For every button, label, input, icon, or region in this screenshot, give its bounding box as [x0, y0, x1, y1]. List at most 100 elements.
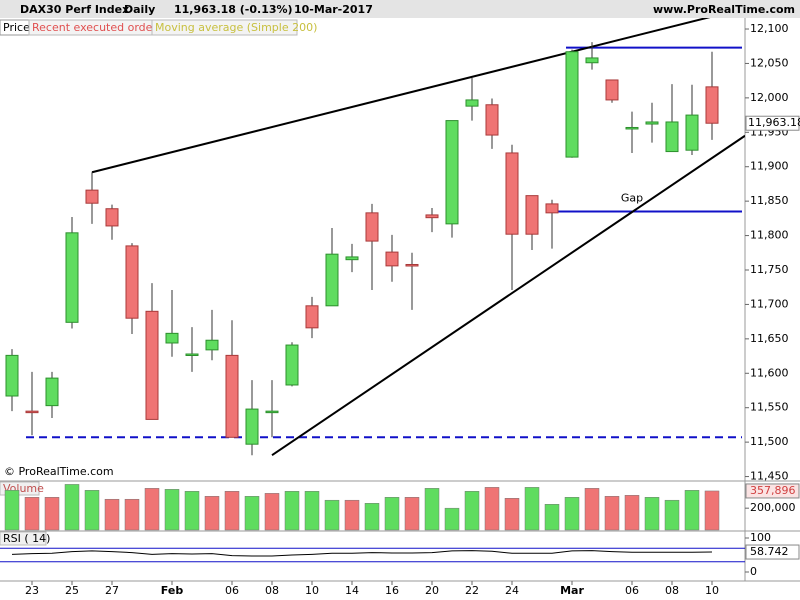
y-tick-label: 11,650	[750, 332, 789, 345]
candle-body	[265, 410, 279, 414]
x-tick-label: 14	[345, 584, 359, 597]
candle-body	[685, 114, 699, 151]
copyright: © ProRealTime.com	[4, 465, 114, 478]
candle-body	[245, 408, 259, 445]
x-tick-label: Feb	[161, 584, 184, 597]
volume-bar	[624, 495, 640, 531]
y-tick-label: 12,100	[750, 22, 789, 35]
candle-body	[185, 353, 199, 356]
candle-body	[505, 152, 519, 235]
volume-bar	[184, 491, 200, 531]
volume-bar	[644, 497, 660, 531]
candle-body	[385, 251, 399, 267]
candle-body	[25, 410, 39, 414]
volume-bar	[64, 484, 80, 531]
annotation: Gap	[621, 191, 643, 204]
candle-body	[305, 305, 319, 329]
volume-bar	[104, 498, 120, 531]
date: 10-Mar-2017	[294, 3, 373, 16]
value-tag	[745, 544, 800, 560]
volume-bar	[464, 491, 480, 531]
y-tick-label: 11,700	[750, 297, 789, 310]
volume-bar	[484, 487, 500, 531]
legend-price: Price	[3, 21, 30, 34]
x-tick-label: 20	[425, 584, 439, 597]
x-tick-label: 16	[385, 584, 399, 597]
x-tick-label: 06	[225, 584, 239, 597]
y-tick-label: 12,000	[750, 91, 789, 104]
x-tick-label: 08	[665, 584, 679, 597]
volume-bar	[224, 491, 240, 531]
volume-bar	[384, 497, 400, 531]
y-tick-label: 11,550	[750, 401, 789, 414]
x-tick-label: 25	[65, 584, 79, 597]
source: www.ProRealTime.com	[653, 3, 795, 16]
volume-bar	[44, 497, 60, 531]
volume-bar	[544, 504, 560, 531]
candle-body	[705, 86, 719, 124]
volume-bar	[324, 499, 340, 531]
volume-bar	[164, 489, 180, 531]
candle-body	[645, 121, 659, 125]
x-tick-label: 10	[305, 584, 319, 597]
x-tick-label: 06	[625, 584, 639, 597]
legend-ma: Moving average (Simple 200)	[155, 21, 317, 34]
candle-body	[465, 99, 479, 107]
volume-bar	[444, 507, 460, 531]
y-tick-label: 200,000	[750, 501, 796, 514]
x-tick-label: 23	[25, 584, 39, 597]
candle-body	[125, 245, 139, 319]
value-tag	[745, 115, 800, 131]
candle-body	[165, 332, 179, 344]
candle-body	[405, 263, 419, 267]
trend-line	[271, 134, 745, 457]
volume-bar	[84, 490, 100, 531]
candle-body	[145, 310, 159, 420]
value-tag-label: 357,896	[750, 484, 796, 497]
volume-bar	[144, 488, 160, 531]
rsi-line	[11, 550, 713, 557]
volume-bar	[24, 497, 40, 531]
y-tick-label: 11,850	[750, 194, 789, 207]
volume-bar	[304, 491, 320, 531]
x-tick-label: 27	[105, 584, 119, 597]
volume-bar	[524, 487, 540, 531]
volume-bar	[204, 496, 220, 531]
volume-bar	[704, 490, 720, 531]
x-tick-label: 22	[465, 584, 479, 597]
volume-bar	[364, 503, 380, 531]
candle-body	[345, 256, 359, 261]
volume-bar	[664, 499, 680, 531]
candle-body	[625, 126, 639, 130]
y-tick-label: 11,500	[750, 435, 789, 448]
candle-body	[45, 377, 59, 407]
value-tag	[745, 483, 800, 499]
volume-bar	[124, 498, 140, 531]
header-bar	[0, 0, 800, 18]
legend-box	[151, 19, 298, 36]
rsi-label: RSI ( 14)	[3, 532, 50, 545]
volume-bar	[424, 488, 440, 531]
value-tag-label: 11,963.18	[748, 116, 800, 129]
interval: Daily	[124, 3, 155, 16]
candle-body	[565, 51, 579, 158]
chart-title: DAX30 Perf Index	[20, 3, 129, 16]
candle-body	[545, 203, 559, 214]
y-tick-label: 11,600	[750, 366, 789, 379]
candle-body	[605, 79, 619, 101]
candle-body	[225, 354, 239, 438]
candle-body	[85, 189, 99, 204]
trend-line	[91, 18, 711, 174]
y-tick-label: 11,900	[750, 160, 789, 173]
y-tick-label: 12,050	[750, 56, 789, 69]
y-tick-label: 11,750	[750, 263, 789, 276]
candle-body	[325, 253, 339, 307]
candle-body	[485, 104, 499, 136]
candle-body	[205, 339, 219, 351]
x-tick-label: 24	[505, 584, 519, 597]
volume-bar	[244, 496, 260, 531]
candle-body	[585, 57, 599, 64]
y-tick-label: 11,450	[750, 470, 789, 483]
volume-bar	[684, 490, 700, 531]
